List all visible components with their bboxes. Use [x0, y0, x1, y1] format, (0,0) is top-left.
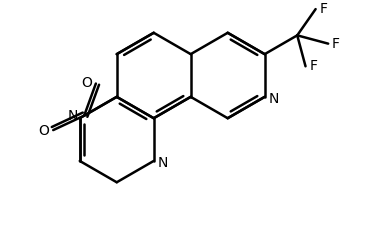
Text: F: F	[332, 37, 340, 51]
Text: N: N	[269, 92, 279, 106]
Text: O: O	[81, 76, 92, 90]
Text: N: N	[68, 109, 78, 123]
Text: N: N	[158, 156, 168, 170]
Text: O: O	[38, 124, 49, 138]
Text: F: F	[310, 59, 317, 73]
Text: F: F	[320, 2, 328, 16]
